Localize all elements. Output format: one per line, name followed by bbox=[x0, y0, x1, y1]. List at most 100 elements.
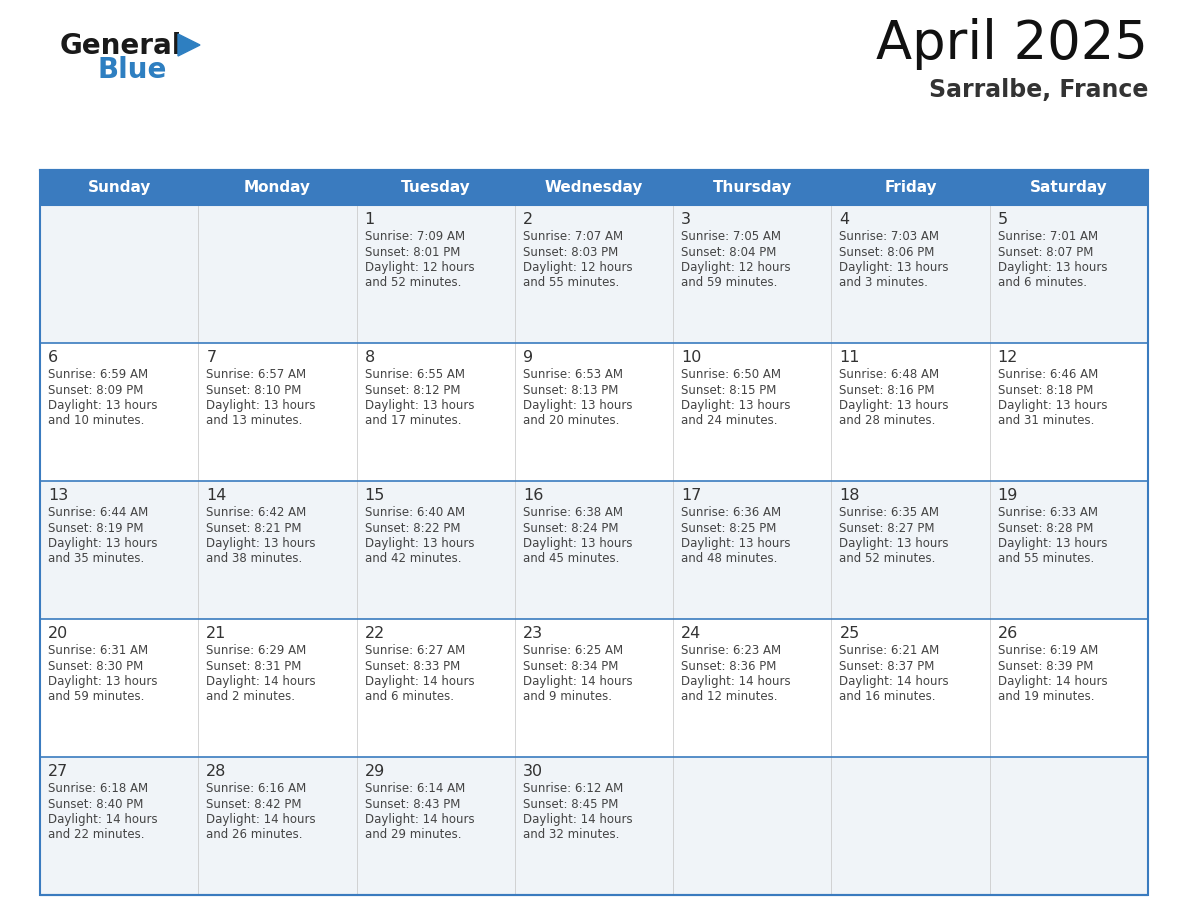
Text: Sunset: 8:33 PM: Sunset: 8:33 PM bbox=[365, 659, 460, 673]
Text: 18: 18 bbox=[840, 488, 860, 503]
Bar bbox=[674, 343, 832, 481]
Text: Sunday: Sunday bbox=[88, 180, 151, 195]
Text: 19: 19 bbox=[998, 488, 1018, 503]
Text: 9: 9 bbox=[523, 350, 533, 365]
Text: 17: 17 bbox=[681, 488, 702, 503]
Text: Thursday: Thursday bbox=[713, 180, 792, 195]
FancyBboxPatch shape bbox=[674, 170, 832, 205]
Bar bbox=[40, 481, 198, 619]
Bar bbox=[674, 757, 832, 895]
Text: and 16 minutes.: and 16 minutes. bbox=[840, 690, 936, 703]
Text: Daylight: 13 hours: Daylight: 13 hours bbox=[365, 537, 474, 550]
Text: Sunset: 8:01 PM: Sunset: 8:01 PM bbox=[365, 245, 460, 259]
Text: Daylight: 13 hours: Daylight: 13 hours bbox=[681, 537, 791, 550]
Text: Sunrise: 7:03 AM: Sunrise: 7:03 AM bbox=[840, 230, 940, 243]
Text: 15: 15 bbox=[365, 488, 385, 503]
Text: Sunrise: 6:16 AM: Sunrise: 6:16 AM bbox=[207, 782, 307, 795]
Bar bbox=[198, 481, 356, 619]
Bar bbox=[514, 757, 674, 895]
Text: 25: 25 bbox=[840, 626, 860, 641]
Text: 7: 7 bbox=[207, 350, 216, 365]
Text: Daylight: 12 hours: Daylight: 12 hours bbox=[523, 261, 632, 274]
Text: Daylight: 14 hours: Daylight: 14 hours bbox=[681, 675, 791, 688]
Bar bbox=[514, 205, 674, 343]
Text: Sunrise: 6:36 AM: Sunrise: 6:36 AM bbox=[681, 506, 782, 519]
Text: April 2025: April 2025 bbox=[876, 18, 1148, 70]
Text: and 19 minutes.: and 19 minutes. bbox=[998, 690, 1094, 703]
Text: Daylight: 13 hours: Daylight: 13 hours bbox=[207, 537, 316, 550]
Text: 3: 3 bbox=[681, 212, 691, 227]
Text: and 59 minutes.: and 59 minutes. bbox=[681, 276, 777, 289]
Text: and 38 minutes.: and 38 minutes. bbox=[207, 553, 303, 565]
FancyBboxPatch shape bbox=[514, 170, 674, 205]
Text: Blue: Blue bbox=[97, 56, 168, 84]
Text: Sunset: 8:37 PM: Sunset: 8:37 PM bbox=[840, 659, 935, 673]
Text: 26: 26 bbox=[998, 626, 1018, 641]
Text: Daylight: 13 hours: Daylight: 13 hours bbox=[48, 537, 158, 550]
Text: Daylight: 14 hours: Daylight: 14 hours bbox=[207, 675, 316, 688]
Bar bbox=[832, 343, 990, 481]
Text: and 3 minutes.: and 3 minutes. bbox=[840, 276, 928, 289]
Bar bbox=[832, 619, 990, 757]
Text: Sunset: 8:42 PM: Sunset: 8:42 PM bbox=[207, 798, 302, 811]
Text: and 52 minutes.: and 52 minutes. bbox=[365, 276, 461, 289]
Text: Sunset: 8:30 PM: Sunset: 8:30 PM bbox=[48, 659, 144, 673]
Text: Sunset: 8:15 PM: Sunset: 8:15 PM bbox=[681, 384, 777, 397]
Text: 10: 10 bbox=[681, 350, 702, 365]
Text: General: General bbox=[61, 32, 183, 60]
Text: Daylight: 13 hours: Daylight: 13 hours bbox=[681, 399, 791, 412]
Text: and 55 minutes.: and 55 minutes. bbox=[523, 276, 619, 289]
Text: and 9 minutes.: and 9 minutes. bbox=[523, 690, 612, 703]
Text: and 31 minutes.: and 31 minutes. bbox=[998, 415, 1094, 428]
Text: Sunset: 8:40 PM: Sunset: 8:40 PM bbox=[48, 798, 144, 811]
Text: Monday: Monday bbox=[244, 180, 311, 195]
Bar bbox=[832, 757, 990, 895]
Text: Sunset: 8:25 PM: Sunset: 8:25 PM bbox=[681, 521, 777, 534]
Text: Sunset: 8:45 PM: Sunset: 8:45 PM bbox=[523, 798, 618, 811]
Text: Tuesday: Tuesday bbox=[400, 180, 470, 195]
Text: Sunset: 8:10 PM: Sunset: 8:10 PM bbox=[207, 384, 302, 397]
Bar bbox=[40, 205, 198, 343]
Text: Sunrise: 6:53 AM: Sunrise: 6:53 AM bbox=[523, 368, 623, 381]
Text: Sunset: 8:36 PM: Sunset: 8:36 PM bbox=[681, 659, 777, 673]
Text: Daylight: 13 hours: Daylight: 13 hours bbox=[365, 399, 474, 412]
Text: 29: 29 bbox=[365, 764, 385, 779]
Text: 22: 22 bbox=[365, 626, 385, 641]
Text: 23: 23 bbox=[523, 626, 543, 641]
Text: Sunset: 8:28 PM: Sunset: 8:28 PM bbox=[998, 521, 1093, 534]
Text: 12: 12 bbox=[998, 350, 1018, 365]
Text: Sunrise: 6:18 AM: Sunrise: 6:18 AM bbox=[48, 782, 148, 795]
Text: Daylight: 13 hours: Daylight: 13 hours bbox=[998, 537, 1107, 550]
FancyBboxPatch shape bbox=[832, 170, 990, 205]
Text: Daylight: 14 hours: Daylight: 14 hours bbox=[840, 675, 949, 688]
Text: and 45 minutes.: and 45 minutes. bbox=[523, 553, 619, 565]
Text: and 12 minutes.: and 12 minutes. bbox=[681, 690, 778, 703]
Text: Sunrise: 6:23 AM: Sunrise: 6:23 AM bbox=[681, 644, 782, 657]
Text: 28: 28 bbox=[207, 764, 227, 779]
Text: Sunrise: 6:46 AM: Sunrise: 6:46 AM bbox=[998, 368, 1098, 381]
Text: Daylight: 13 hours: Daylight: 13 hours bbox=[840, 537, 949, 550]
Text: and 52 minutes.: and 52 minutes. bbox=[840, 553, 936, 565]
Text: Sarralbe, France: Sarralbe, France bbox=[929, 78, 1148, 102]
Text: 6: 6 bbox=[48, 350, 58, 365]
Bar bbox=[514, 481, 674, 619]
Text: and 6 minutes.: and 6 minutes. bbox=[365, 690, 454, 703]
Bar bbox=[356, 343, 514, 481]
Bar bbox=[514, 619, 674, 757]
Text: Sunrise: 7:09 AM: Sunrise: 7:09 AM bbox=[365, 230, 465, 243]
Bar bbox=[40, 343, 198, 481]
Text: 1: 1 bbox=[365, 212, 375, 227]
Text: Sunset: 8:24 PM: Sunset: 8:24 PM bbox=[523, 521, 619, 534]
Text: Sunrise: 6:44 AM: Sunrise: 6:44 AM bbox=[48, 506, 148, 519]
Text: Sunset: 8:43 PM: Sunset: 8:43 PM bbox=[365, 798, 460, 811]
Bar bbox=[990, 343, 1148, 481]
Text: Sunrise: 6:38 AM: Sunrise: 6:38 AM bbox=[523, 506, 623, 519]
Text: Sunrise: 6:25 AM: Sunrise: 6:25 AM bbox=[523, 644, 623, 657]
Bar bbox=[990, 205, 1148, 343]
Text: 16: 16 bbox=[523, 488, 543, 503]
FancyBboxPatch shape bbox=[198, 170, 356, 205]
Text: Sunrise: 6:42 AM: Sunrise: 6:42 AM bbox=[207, 506, 307, 519]
Bar bbox=[832, 205, 990, 343]
Text: Sunrise: 6:19 AM: Sunrise: 6:19 AM bbox=[998, 644, 1098, 657]
Text: Daylight: 14 hours: Daylight: 14 hours bbox=[365, 813, 474, 826]
